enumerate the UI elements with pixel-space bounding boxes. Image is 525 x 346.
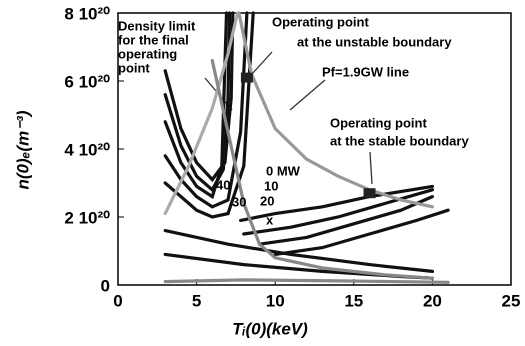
annotation: Operating point (330, 115, 427, 130)
contour-line (257, 195, 434, 246)
annotation: Density limit (118, 18, 196, 33)
y-axis-label: n(0)ₑ(m⁻³) (13, 110, 32, 189)
contour-label: 30 (232, 194, 246, 209)
y-tick-label: 8 10²⁰ (64, 4, 110, 23)
contour-label: 20 (260, 193, 274, 208)
contour-line (163, 11, 232, 193)
contour-label: 10 (264, 178, 278, 193)
x-tick-label: 10 (266, 291, 285, 310)
y-tick-label: 4 10²⁰ (64, 140, 110, 159)
contour-line (163, 11, 255, 219)
contour-line (239, 184, 434, 222)
annotation: for the final (118, 32, 189, 47)
annotation: point (118, 60, 150, 75)
contour-line (163, 11, 235, 183)
y-tick-label: 6 10²⁰ (64, 72, 110, 91)
y-tick-label: 2 10²⁰ (64, 208, 110, 227)
contour-line (163, 229, 434, 273)
contour-line (163, 278, 450, 284)
contour-label: 40 (216, 177, 230, 192)
annotation: at the stable boundary (330, 133, 469, 148)
contour-label: 0 MW (266, 163, 301, 178)
x-tick-label: 5 (192, 291, 201, 310)
operating-point (363, 188, 376, 199)
contour-line (210, 59, 434, 280)
annotation: Pf=1.9GW line (322, 64, 409, 79)
contour-line (237, 11, 434, 209)
contour-label: x (266, 212, 274, 227)
contour-line (273, 208, 450, 256)
x-axis-label: Tᵢ(0)(keV) (232, 319, 308, 338)
x-tick-label: 15 (344, 291, 363, 310)
annotation: Operating point (272, 14, 369, 29)
annotation: operating (118, 46, 177, 61)
contour-line (163, 11, 240, 216)
y-tick-label: 0 (101, 276, 110, 295)
annotation: at the unstable boundary (297, 34, 452, 49)
x-tick-label: 0 (113, 291, 122, 310)
x-tick-label: 20 (423, 291, 442, 310)
x-tick-label: 25 (502, 291, 521, 310)
operating-point (240, 72, 253, 83)
contour-line (163, 11, 229, 200)
